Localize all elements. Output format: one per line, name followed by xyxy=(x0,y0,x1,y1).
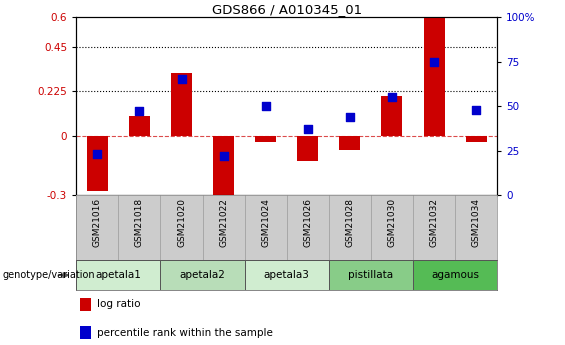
Text: agamous: agamous xyxy=(431,270,479,280)
Bar xyxy=(213,136,234,203)
Text: GSM21034: GSM21034 xyxy=(472,198,481,247)
Bar xyxy=(80,298,91,311)
Bar xyxy=(129,116,150,136)
Bar xyxy=(466,136,486,142)
Bar xyxy=(381,96,402,136)
Text: GSM21028: GSM21028 xyxy=(345,198,354,247)
Text: apetala1: apetala1 xyxy=(95,270,141,280)
Text: genotype/variation: genotype/variation xyxy=(3,270,95,280)
Bar xyxy=(340,136,360,149)
Text: GSM21018: GSM21018 xyxy=(135,198,144,247)
Bar xyxy=(255,136,276,142)
Bar xyxy=(87,136,108,191)
Text: GSM21032: GSM21032 xyxy=(429,198,438,247)
Text: GSM21016: GSM21016 xyxy=(93,198,102,247)
Point xyxy=(303,126,312,132)
Bar xyxy=(329,260,413,290)
Text: GSM21022: GSM21022 xyxy=(219,198,228,247)
Point xyxy=(219,153,228,159)
Text: apetala2: apetala2 xyxy=(180,270,225,280)
Point xyxy=(93,151,102,157)
Bar xyxy=(171,72,192,136)
Point xyxy=(135,109,144,114)
Text: GSM21030: GSM21030 xyxy=(388,198,397,247)
Point xyxy=(388,95,397,100)
Bar xyxy=(80,326,91,339)
Point xyxy=(261,104,270,109)
Bar xyxy=(424,17,445,136)
Bar xyxy=(413,260,497,290)
Bar xyxy=(297,136,318,161)
Bar xyxy=(160,260,245,290)
Point xyxy=(429,59,438,65)
Text: pistillata: pistillata xyxy=(349,270,393,280)
Bar xyxy=(245,260,329,290)
Text: percentile rank within the sample: percentile rank within the sample xyxy=(97,327,273,337)
Point xyxy=(472,107,481,112)
Point xyxy=(345,114,354,119)
Text: GSM21024: GSM21024 xyxy=(261,198,270,247)
Point xyxy=(177,77,186,82)
Text: GSM21020: GSM21020 xyxy=(177,198,186,247)
Bar xyxy=(76,260,160,290)
Text: GSM21026: GSM21026 xyxy=(303,198,312,247)
Text: log ratio: log ratio xyxy=(97,299,141,309)
Title: GDS866 / A010345_01: GDS866 / A010345_01 xyxy=(212,3,362,16)
Text: apetala3: apetala3 xyxy=(264,270,310,280)
